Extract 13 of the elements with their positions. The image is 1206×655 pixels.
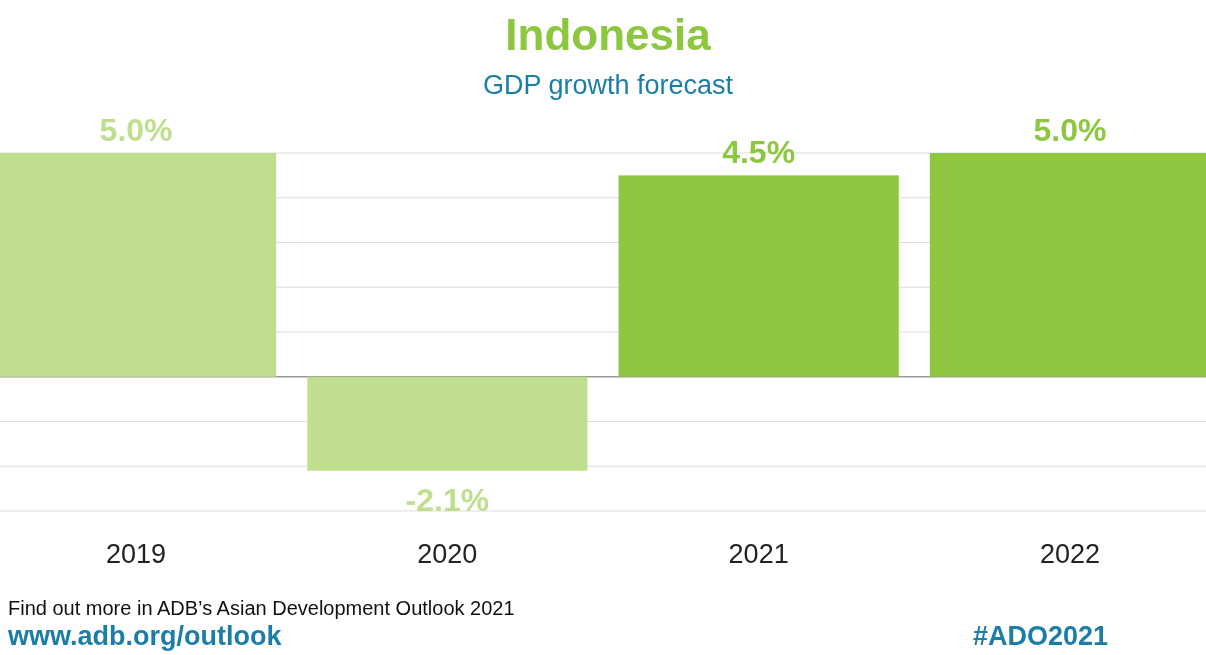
chart-subtitle: GDP growth forecast <box>482 70 734 100</box>
x-tick-label: 2022 <box>1039 539 1100 569</box>
data-label: 5.0% <box>99 112 173 148</box>
chart-title: Indonesia <box>505 10 712 59</box>
text: #ADO2021 <box>972 621 1108 651</box>
data-label: 5.0% <box>1033 112 1107 148</box>
x-tick-label: 2020 <box>417 539 478 569</box>
data-label: -2.1% <box>405 481 490 518</box>
text: Find out more in ADB’s Asian Development Outlook 2021 <box>8 597 515 619</box>
data-label: 4.5% <box>722 134 796 171</box>
x-tick-label: 2019 <box>106 539 167 569</box>
text: www.adb.org/outlook <box>7 621 283 651</box>
x-tick-label: 2021 <box>728 539 789 569</box>
